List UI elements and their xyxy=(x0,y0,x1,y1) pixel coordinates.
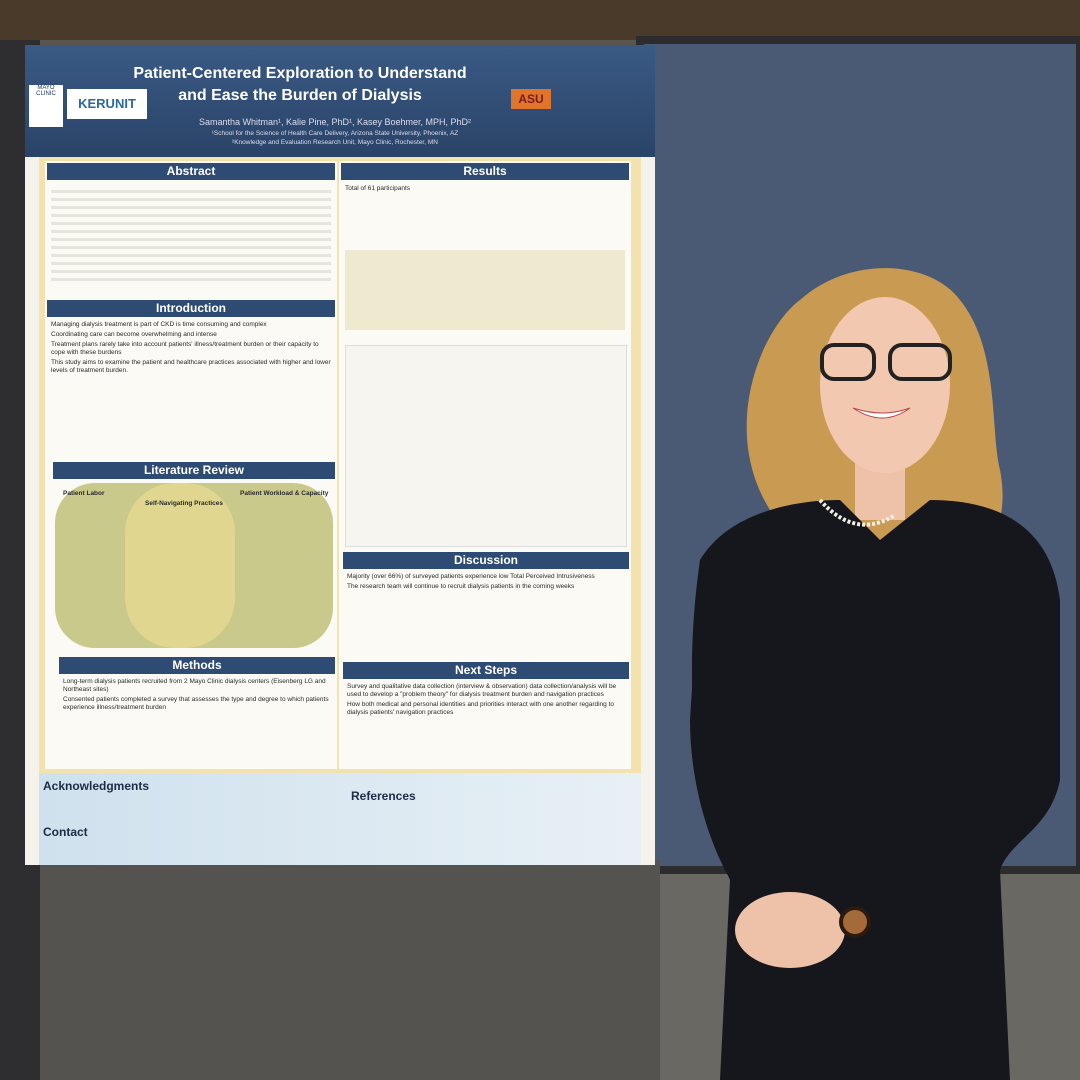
section-heading: Introduction xyxy=(47,300,335,317)
table xyxy=(345,250,625,330)
logo: MAYO CLINIC xyxy=(29,85,63,127)
text-block xyxy=(51,185,331,285)
section-heading: Methods xyxy=(59,657,335,674)
necklace xyxy=(818,498,897,527)
poster-title: and Ease the Burden of Dialysis xyxy=(178,87,422,104)
bullet: Majority (over 66%) of surveyed patients… xyxy=(347,573,595,580)
section-heading: Abstract xyxy=(47,163,335,180)
figure xyxy=(345,345,627,547)
paragraph: Survey and qualitative data collection (… xyxy=(347,683,617,698)
bullet: Treatment plans rarely take into account… xyxy=(51,341,319,356)
venn-circle xyxy=(125,483,235,648)
poster-title: Patient-Centered Exploration to Understa… xyxy=(133,65,467,82)
glasses xyxy=(820,343,876,381)
section-heading: Discussion xyxy=(343,552,629,569)
section-heading: Contact xyxy=(43,825,88,839)
bullet: Managing dialysis treatment is part of C… xyxy=(51,321,267,328)
footer xyxy=(39,773,641,865)
logo: KERUNIT xyxy=(67,89,147,119)
bullet: Consented patients completed a survey th… xyxy=(63,696,329,711)
column-heading: Patient Workload & Capacity xyxy=(240,490,329,497)
authors: Samantha Whitman¹, Kalie Pine, PhD¹, Kas… xyxy=(198,117,472,127)
arm xyxy=(690,560,800,920)
section-heading: Literature Review xyxy=(53,462,335,479)
hands xyxy=(735,892,845,968)
paragraph: This study aims to examine the patient a… xyxy=(51,359,331,374)
face xyxy=(820,297,950,473)
section-heading: References xyxy=(351,789,416,803)
bullet: How both medical and personal identities… xyxy=(347,701,615,716)
column-heading: Patient Labor xyxy=(63,490,105,497)
section-heading: Next Steps xyxy=(343,662,629,679)
bullet: The research team will continue to recru… xyxy=(347,583,575,590)
bullet: Long-term dialysis patients recruited fr… xyxy=(63,678,326,693)
bullet: Coordinating care can become overwhelmin… xyxy=(51,331,217,338)
logo: ASU xyxy=(511,89,551,109)
affiliation: ¹School for the Science of Health Care D… xyxy=(211,130,459,137)
column-heading: Self-Navigating Practices xyxy=(145,500,224,507)
bullet: Total of 61 participants xyxy=(345,185,411,192)
mouth xyxy=(852,407,911,419)
affiliation: ²Knowledge and Evaluation Research Unit,… xyxy=(232,139,438,146)
section-heading: Results xyxy=(341,163,629,180)
watch xyxy=(839,906,871,938)
section-heading: Acknowledgments xyxy=(43,779,150,793)
glasses xyxy=(888,343,952,381)
poster: MAYO CLINIC KERUNIT ASU Patient-Centered… xyxy=(25,45,655,865)
